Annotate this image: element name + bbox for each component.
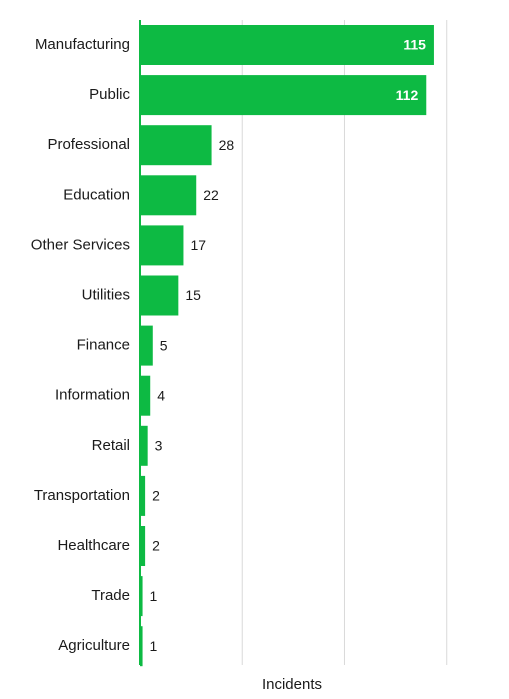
category-label: Agriculture [58, 637, 130, 654]
category-label: Other Services [31, 236, 130, 253]
bar-trade [140, 576, 143, 617]
value-label: 2 [152, 488, 160, 504]
category-label: Public [89, 86, 130, 103]
value-label: 1 [150, 588, 158, 604]
category-label: Trade [91, 587, 130, 604]
bar-manufacturing [140, 25, 434, 65]
bar-healthcare [140, 526, 146, 566]
category-label: Transportation [34, 487, 130, 504]
bar-professional [140, 125, 212, 166]
category-label: Information [55, 387, 130, 404]
bar-utilities [140, 275, 179, 316]
bar-other-services [140, 225, 184, 266]
value-label: 15 [185, 287, 201, 303]
bar-finance [140, 325, 153, 366]
bar-transportation [140, 475, 146, 516]
category-label: Finance [77, 337, 130, 354]
category-label: Manufacturing [35, 36, 130, 53]
value-label: 17 [190, 237, 206, 253]
value-label: 115 [403, 37, 426, 53]
bar-public [140, 75, 427, 116]
category-label: Healthcare [57, 537, 130, 554]
value-label: 22 [203, 187, 219, 203]
bars [140, 25, 434, 667]
category-labels: Manufacturing Public Professional Education… [31, 36, 131, 654]
bar-retail [140, 425, 148, 466]
bar-information [140, 375, 151, 416]
category-label: Education [63, 186, 130, 203]
bar-agriculture [140, 626, 143, 667]
category-label: Utilities [82, 286, 130, 303]
category-label: Retail [92, 437, 130, 454]
value-label: 3 [155, 438, 163, 454]
x-axis-title: Incidents [262, 676, 322, 693]
bar-education [140, 175, 197, 216]
category-label: Professional [47, 136, 130, 153]
value-label: 28 [219, 137, 235, 153]
value-label: 4 [157, 387, 165, 403]
value-label: 1 [150, 638, 158, 654]
gridlines [241, 20, 448, 665]
value-label: 5 [160, 337, 168, 353]
value-label: 2 [152, 538, 160, 554]
value-label: 112 [396, 87, 419, 103]
